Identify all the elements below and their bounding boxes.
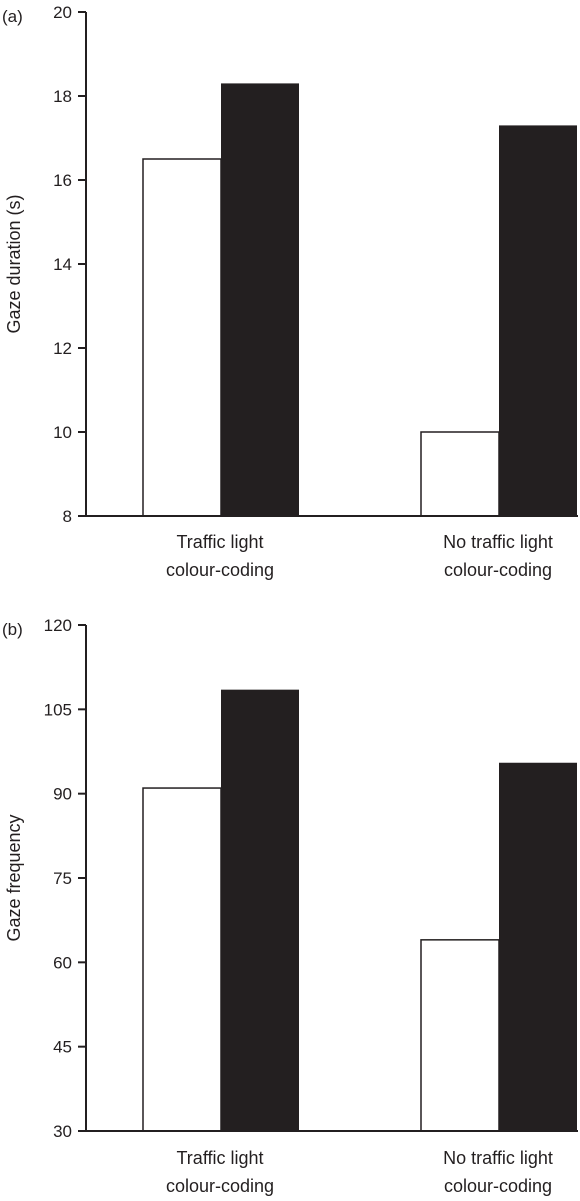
y-tick-label: 90 xyxy=(53,785,72,804)
panel-label: (b) xyxy=(2,620,23,639)
y-tick-label: 120 xyxy=(44,616,72,635)
bar xyxy=(142,158,222,517)
bar xyxy=(221,83,299,517)
x-category-label: No traffic light xyxy=(443,532,553,552)
x-category-label: colour-coding xyxy=(444,560,552,580)
y-tick-label: 75 xyxy=(53,869,72,888)
y-tick-label: 20 xyxy=(53,3,72,22)
y-tick-label: 30 xyxy=(53,1122,72,1141)
y-tick-label: 12 xyxy=(53,339,72,358)
x-category-label: No traffic light xyxy=(443,1148,553,1168)
y-tick-label: 45 xyxy=(53,1038,72,1057)
y-axis-title: Gaze frequency xyxy=(4,814,24,941)
bar xyxy=(420,431,500,517)
x-category-label: colour-coding xyxy=(166,560,274,580)
y-tick-label: 16 xyxy=(53,171,72,190)
x-category-label: Traffic light xyxy=(176,1148,263,1168)
x-category-label: colour-coding xyxy=(444,1176,552,1196)
y-tick-label: 8 xyxy=(63,507,72,526)
x-category-label: colour-coding xyxy=(166,1176,274,1196)
y-tick-label: 14 xyxy=(53,255,72,274)
y-axis-title: Gaze duration (s) xyxy=(4,194,24,333)
panel-label: (a) xyxy=(2,7,23,26)
bar xyxy=(499,762,577,1131)
x-category-label: Traffic light xyxy=(176,532,263,552)
bar xyxy=(221,689,299,1131)
bar xyxy=(142,787,222,1132)
y-tick-label: 105 xyxy=(44,700,72,719)
bar xyxy=(499,125,577,517)
y-tick-label: 10 xyxy=(53,423,72,442)
bar xyxy=(420,939,500,1132)
y-tick-label: 60 xyxy=(53,953,72,972)
y-tick-label: 18 xyxy=(53,87,72,106)
